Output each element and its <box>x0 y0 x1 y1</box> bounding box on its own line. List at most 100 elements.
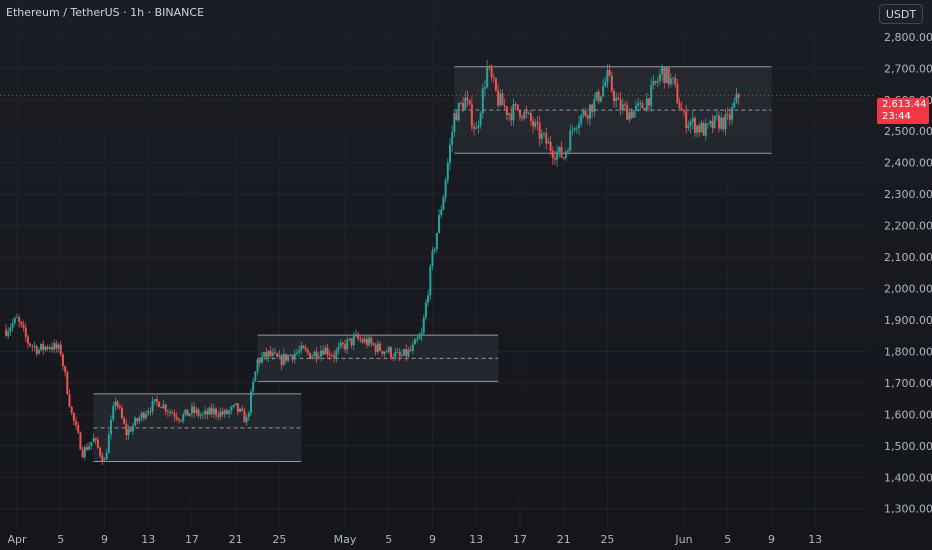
candle-body <box>494 78 497 91</box>
candle-body <box>116 401 119 407</box>
candle-body <box>726 114 729 115</box>
candle-body <box>166 411 169 413</box>
bar-countdown: 23:44 <box>882 111 911 122</box>
candle-body <box>199 415 202 416</box>
candle-body <box>448 144 451 163</box>
candle-body <box>669 78 672 85</box>
candle-body <box>481 88 484 114</box>
candle-body <box>24 327 27 337</box>
candle-body <box>645 98 648 111</box>
time-axis-label: 5 <box>724 533 731 546</box>
candle-body <box>634 105 637 111</box>
candle-body <box>53 343 56 350</box>
time-axis-label: Jun <box>674 533 692 546</box>
candle-body <box>451 131 454 145</box>
candle-body <box>195 409 198 413</box>
candle-body <box>490 67 493 78</box>
candle-body <box>260 356 263 363</box>
time-axis-label: 9 <box>429 533 436 546</box>
candle-body <box>687 125 690 129</box>
candle-body <box>639 103 642 105</box>
candle-body <box>103 459 106 462</box>
price-axis-label: 1,700.00 <box>884 377 932 390</box>
candle-body <box>628 112 631 120</box>
candle-body <box>672 77 675 79</box>
time-axis-label: 17 <box>185 533 199 546</box>
candle-body <box>582 110 585 116</box>
candle-body <box>346 339 349 350</box>
time-axis: Apr 5 9 13 17 21 25 May 5 9 13 17 21 25 Jun 5 9 13 <box>7 533 822 546</box>
candle-body <box>523 111 526 119</box>
candle-body <box>488 66 491 68</box>
candle-body <box>473 126 476 129</box>
candle-body <box>499 93 502 106</box>
candle-body <box>177 418 180 421</box>
time-axis-label: 5 <box>385 533 392 546</box>
currency-button[interactable]: USDT <box>879 4 923 24</box>
candle-body <box>363 338 366 343</box>
candle-body <box>160 407 163 409</box>
candle-body <box>661 67 664 75</box>
candle-body <box>37 349 40 354</box>
last-price-value: 2,613.44 <box>882 99 927 110</box>
candle-body <box>127 429 130 436</box>
candle-body <box>46 346 49 349</box>
candle-body <box>269 350 272 356</box>
candle-body <box>256 359 259 372</box>
candle-body <box>114 401 117 407</box>
candle-body <box>569 130 572 151</box>
candle-body <box>538 123 541 139</box>
candle-body <box>571 129 574 131</box>
candle-body <box>667 67 670 85</box>
candle-body <box>173 413 176 417</box>
candle-body <box>396 351 399 353</box>
candle-body <box>407 349 410 357</box>
candle-body <box>475 127 478 129</box>
candle-body <box>379 343 382 351</box>
candle-body <box>96 439 99 448</box>
candle-body <box>322 350 325 355</box>
candle-body <box>713 115 716 128</box>
candle-body <box>48 347 51 349</box>
candle-body <box>724 114 727 130</box>
candle-body <box>344 344 347 350</box>
price-axis-label: 2,000.00 <box>884 283 932 296</box>
candle-body <box>333 355 336 358</box>
candle-body <box>643 108 646 111</box>
candle-body <box>599 96 602 102</box>
candle-body <box>158 401 161 408</box>
candle-body <box>208 407 211 415</box>
candle-body <box>483 87 486 89</box>
candle-body <box>354 334 357 337</box>
candle-body <box>501 93 504 106</box>
candle-body <box>287 355 290 361</box>
candle-body <box>619 99 622 111</box>
candle-body <box>540 133 543 139</box>
candle-body <box>610 75 613 92</box>
price-axis: 1,300.00 1,400.00 1,500.00 1,600.00 1,700.00… <box>884 31 932 516</box>
candle-body <box>608 70 611 76</box>
candle-body <box>508 113 511 115</box>
candle-body <box>22 324 25 328</box>
candle-body <box>584 110 587 116</box>
candle-body <box>42 343 45 350</box>
candle-body <box>182 414 185 422</box>
candle-body <box>685 111 688 129</box>
candle-body <box>352 336 355 346</box>
candle-body <box>18 317 21 322</box>
candle-body <box>77 425 80 433</box>
candle-body <box>357 334 360 339</box>
candle-body <box>466 97 469 101</box>
candle-body <box>468 100 471 105</box>
candle-body <box>249 391 252 413</box>
candle-body <box>387 347 390 353</box>
symbol-title[interactable]: Ethereum / TetherUS · 1h · BINANCE <box>6 6 205 19</box>
time-axis-label: 13 <box>141 533 155 546</box>
candle-body <box>652 80 655 86</box>
candle-body <box>427 295 430 303</box>
candle-body <box>66 372 69 395</box>
price-axis-label: 1,400.00 <box>884 471 932 484</box>
candle-body <box>147 411 150 414</box>
